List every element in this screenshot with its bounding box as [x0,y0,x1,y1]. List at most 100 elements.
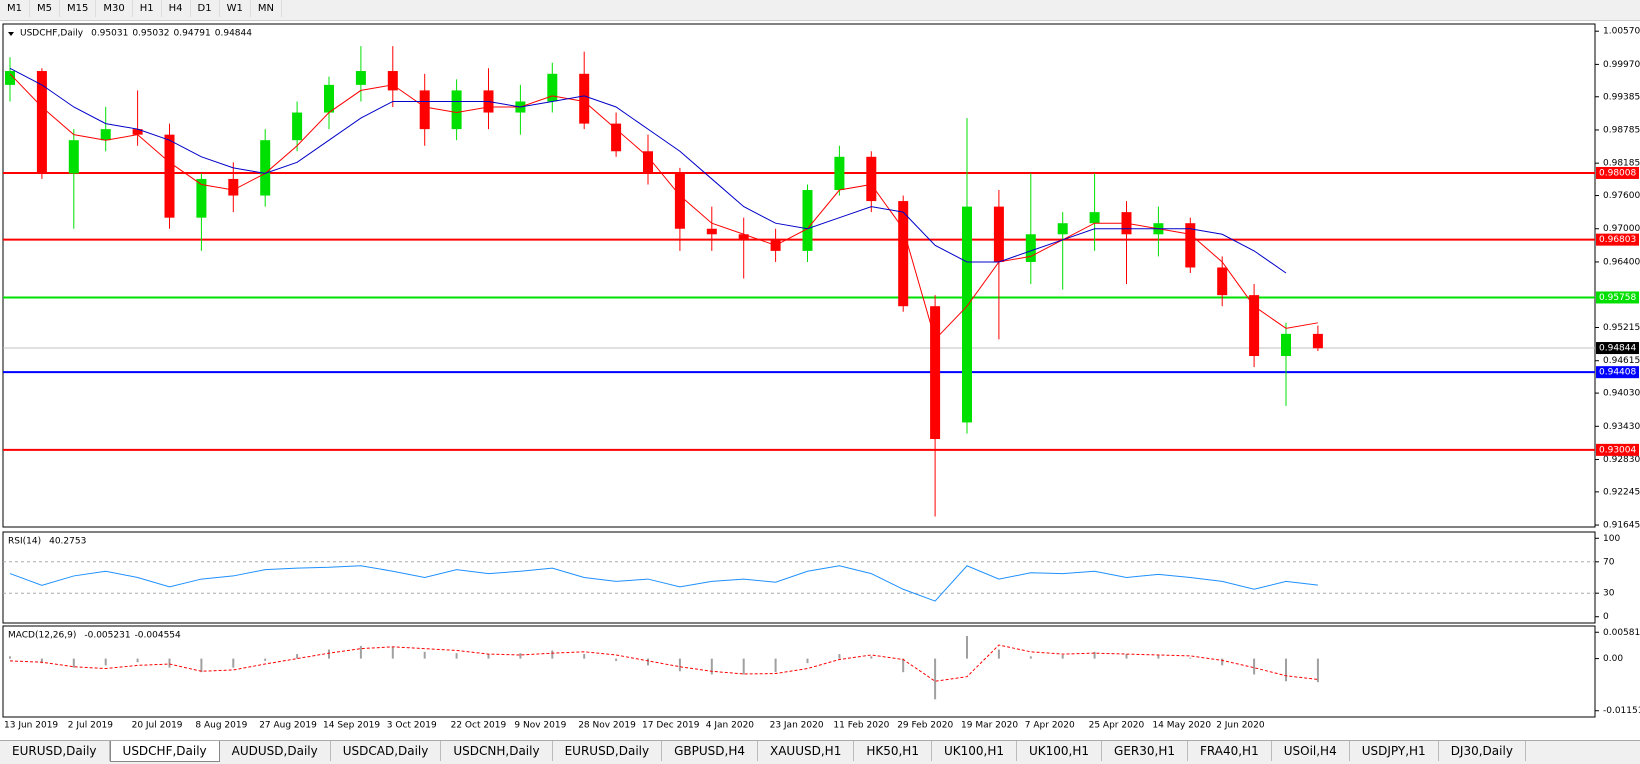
y-tick-label: 0 [1603,612,1609,622]
candle-body [643,151,653,174]
macd-bar [902,658,905,673]
timeframe-button[interactable]: MN [251,0,282,17]
header-value: 0.94844 [215,29,252,39]
timeframe-button[interactable]: H1 [133,0,162,17]
candle-body [228,178,239,196]
chart-tab[interactable]: GBPUSD,H4 [662,741,758,761]
chart-tab[interactable]: EURUSD,Daily [553,741,663,761]
candle-body [898,201,909,307]
level-label: 0.93004 [1599,445,1636,455]
y-tick-label: 0.94030 [1603,389,1640,399]
y-tick-label: -0.011514 [1603,706,1640,716]
macd-bar [1221,658,1224,666]
macd-bar [519,653,522,659]
candle-body [866,156,877,202]
x-tick-label: 25 Apr 2020 [1089,721,1145,731]
timeframe-button[interactable]: M30 [96,0,133,17]
macd-bar [1093,651,1096,659]
x-tick-label: 22 Oct 2019 [451,721,507,731]
x-tick-label: 8 Aug 2019 [195,721,247,731]
candle-body [834,156,845,191]
rsi-line [9,565,1318,602]
x-tick-label: 19 Mar 2020 [961,721,1018,731]
timeframe-button[interactable]: M5 [30,0,60,17]
panel-title: USDCHF,Daily [20,29,84,39]
candle-body [132,129,143,135]
chart-tab[interactable]: GER30,H1 [1102,741,1188,761]
header-arrow [8,32,14,36]
candle-body [100,129,111,141]
macd-bar [487,654,490,659]
tabs: EURUSD,Daily USDCHF,Daily AUDUSD,Daily USDC… [0,740,1640,764]
candle-body [802,190,813,251]
y-tick-label: 0.97600 [1603,191,1640,201]
timeframe-button[interactable]: D1 [191,0,220,17]
panel-title: RSI(14) [8,537,41,547]
signal-line [9,644,1318,682]
chart-tab[interactable]: USDCAD,Daily [331,741,442,761]
chart-tab[interactable]: DJ30,Daily [1439,741,1526,761]
y-tick-label: 0.99385 [1603,92,1640,102]
chart-tab[interactable]: FRA40,H1 [1188,741,1272,761]
candle-body [292,112,303,141]
current-price-bg [1596,342,1639,355]
panel-frame [2,625,1596,718]
macd-bar [232,658,235,668]
level-label-bg [1596,233,1639,246]
macd-bar [1157,654,1160,659]
candle-body [355,71,366,85]
macd-bar [328,649,330,659]
candle-body [164,134,175,218]
chart-tab[interactable]: EURUSD,Daily [0,741,110,761]
timeframe-button[interactable]: H4 [162,0,191,17]
macd-bar [870,656,873,659]
candle-body [547,73,558,102]
candle-body [993,206,1004,262]
chart-tab[interactable]: UK100,H1 [1017,741,1103,761]
macd-bar [40,658,43,664]
chart-tab[interactable]: USDCNH,Daily [441,741,553,761]
chart-tab[interactable]: HK50,H1 [854,741,932,761]
header-value: 0.95032 [132,29,169,39]
macd-bar [1125,654,1128,659]
macd-bar [359,645,362,659]
macd-bar [104,658,107,666]
x-tick-label: 28 Nov 2019 [578,721,636,731]
level-label: 0.98008 [1599,168,1636,178]
chart-tab[interactable]: XAUUSD,H1 [758,741,855,761]
level-label-bg [1596,166,1639,179]
chart-tab[interactable]: AUDUSD,Daily [220,741,331,761]
chart-tab[interactable]: USDCHF,Daily [109,741,220,762]
y-tick-label: 0.97000 [1603,224,1640,234]
macd-bar [200,658,203,673]
y-tick-label: 0.92830 [1603,455,1640,465]
x-tick-label: 4 Jan 2020 [706,721,754,731]
candle-body [1312,333,1323,349]
x-tick-label: 20 Jul 2019 [132,721,183,731]
candle-body [36,71,47,174]
chart-tab[interactable]: UK100,H1 [932,741,1017,761]
macd-bar [1029,656,1032,659]
candle-body [1185,223,1196,268]
chart-tab[interactable]: USOil,H4 [1272,741,1350,761]
candle-body [196,178,207,218]
candle-body [1025,234,1036,262]
timeframe-button[interactable]: M15 [60,0,97,17]
level-label-bg [1596,443,1639,456]
x-tick-label: 13 Jun 2019 [4,721,58,731]
chart-tab[interactable]: USDJPY,H1 [1350,741,1439,761]
timeframe-button[interactable]: M1 [0,0,30,17]
candle-body [419,90,430,130]
header-value: 0.95031 [91,29,128,39]
y-tick-label: 0.95215 [1603,323,1640,333]
toolbar: M1 M5 M15 M30 H1 H4 D1 W1 MN [0,0,1640,21]
candle-body [962,206,972,423]
header-value: -0.005231 [84,631,130,641]
x-tick-label: 23 Jan 2020 [770,721,824,731]
current-price-label: 0.94844 [1599,344,1636,354]
macd-bar [966,635,968,659]
candle-body [1057,223,1068,235]
timeframe-button[interactable]: W1 [220,0,251,17]
candle-body [706,228,717,235]
y-tick-label: 0.00 [1603,654,1623,664]
